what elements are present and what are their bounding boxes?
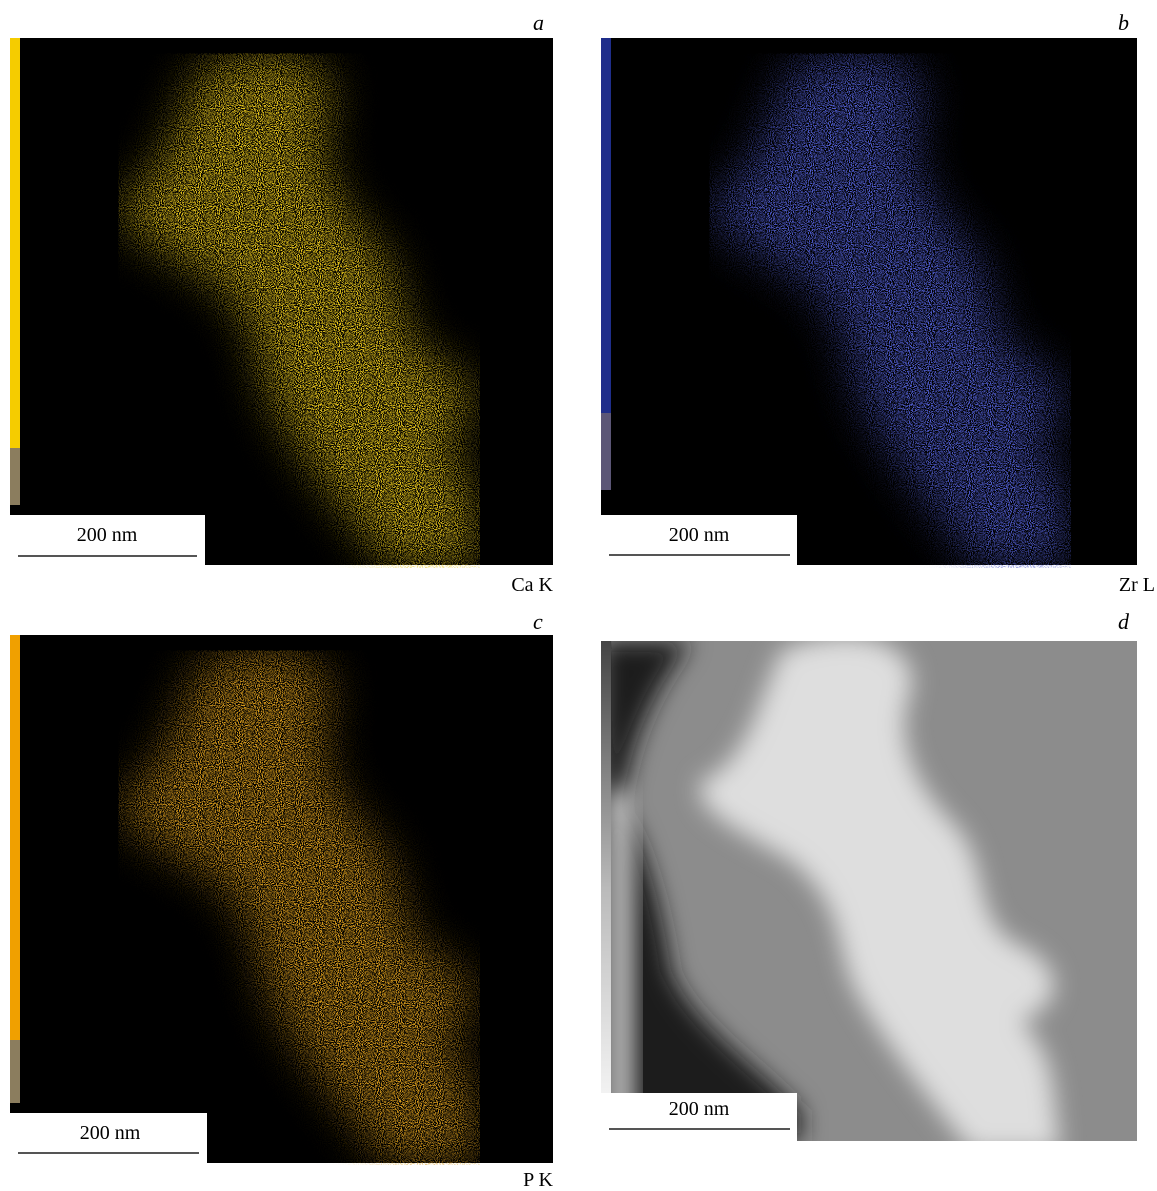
- color-bar: [10, 1040, 20, 1103]
- panel-d: 200 nm d: [601, 609, 1137, 1151]
- figure: 200 nm a Ca K 200 nm b Zr L 200 nm c P K: [0, 0, 1157, 1191]
- element-label: Zr L: [1119, 574, 1155, 596]
- color-bar: [601, 38, 611, 413]
- scale-label: 200 nm: [80, 1122, 141, 1144]
- color-bar: [10, 635, 20, 1040]
- element-label: Ca K: [511, 574, 553, 596]
- panel-a: 200 nm a Ca K: [10, 10, 554, 596]
- color-bar: [10, 448, 20, 505]
- scale-label: 200 nm: [669, 1098, 730, 1120]
- color-bar: [10, 38, 20, 448]
- panel-label: d: [1118, 609, 1130, 634]
- panel-b: 200 nm b Zr L: [601, 10, 1155, 596]
- scale-label: 200 nm: [77, 524, 138, 546]
- stem-image: [601, 637, 1137, 1151]
- color-bar: [601, 413, 611, 490]
- panel-label: c: [533, 609, 543, 634]
- scale-label: 200 nm: [669, 524, 730, 546]
- panel-c: 200 nm c P K: [10, 609, 554, 1191]
- element-label: P K: [523, 1169, 553, 1191]
- panel-label: a: [533, 10, 544, 35]
- panel-label: b: [1118, 10, 1129, 35]
